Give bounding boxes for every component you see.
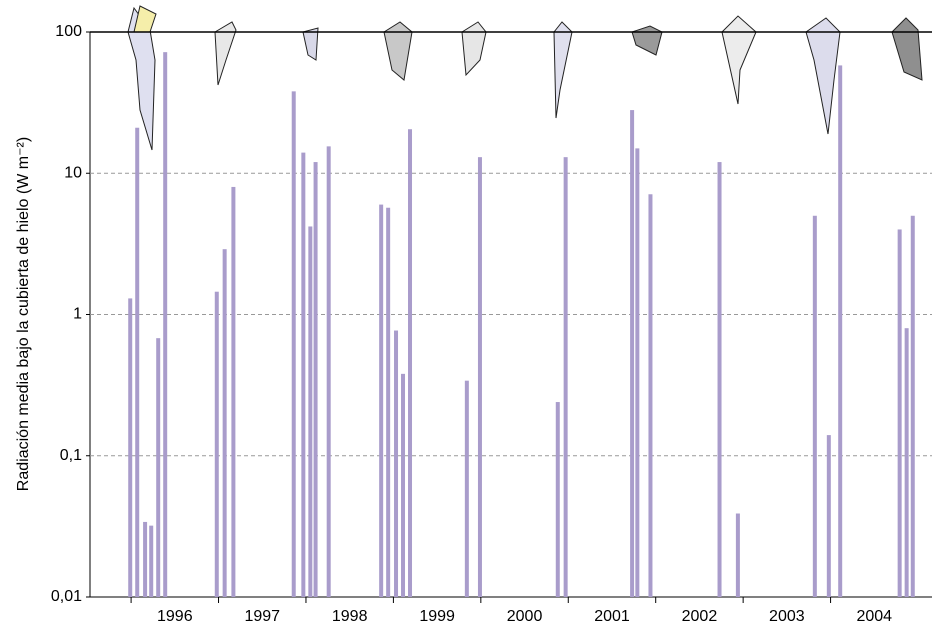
bar — [563, 157, 568, 597]
bar — [717, 162, 722, 597]
ice-shape — [302, 27, 319, 61]
bar — [379, 204, 384, 598]
bar — [826, 435, 831, 597]
ice-shape — [891, 17, 923, 81]
bar — [156, 338, 161, 597]
bar — [128, 298, 133, 597]
y-tick-label: 10 — [64, 164, 82, 181]
ice-shape — [133, 5, 157, 33]
y-axis-label: Radiación media bajo la cubierta de hiel… — [15, 137, 32, 491]
bar — [897, 229, 902, 597]
x-tick-label: 1999 — [419, 608, 455, 625]
y-tick-label: 100 — [55, 23, 82, 40]
ice-shape — [553, 21, 573, 119]
bar — [635, 148, 640, 597]
bar — [838, 65, 843, 598]
x-tick-label: 1998 — [332, 608, 368, 625]
x-tick-label: 2000 — [507, 608, 543, 625]
x-tick-label: 2001 — [594, 608, 630, 625]
ice-shape — [805, 17, 841, 135]
bar — [555, 402, 560, 597]
bar — [904, 328, 909, 597]
bar — [408, 129, 413, 597]
x-tick-label: 2003 — [769, 608, 805, 625]
bar — [910, 215, 915, 597]
bar — [394, 330, 399, 597]
y-tick-label: 1 — [73, 306, 82, 323]
ice-shape — [721, 15, 757, 105]
x-tick-label: 1997 — [244, 608, 280, 625]
ice-shape — [127, 6, 156, 151]
bar — [291, 91, 296, 598]
x-tick-label: 2002 — [682, 608, 718, 625]
bar — [648, 194, 653, 597]
bar — [630, 110, 635, 597]
bar — [401, 373, 406, 597]
bar — [163, 52, 168, 597]
bar — [222, 249, 227, 597]
bar — [143, 521, 148, 597]
ice-shape — [461, 21, 487, 77]
bar — [308, 226, 313, 597]
ice-shape — [214, 21, 237, 86]
bar — [477, 157, 482, 597]
bar — [214, 291, 219, 597]
bar — [135, 127, 140, 598]
bar — [326, 146, 331, 597]
bar — [149, 525, 154, 597]
bar — [231, 186, 236, 597]
y-tick-label: 0,1 — [60, 447, 82, 464]
bar — [464, 380, 469, 597]
bar — [812, 215, 817, 597]
x-tick-label: 1996 — [157, 608, 193, 625]
ice-shape — [631, 25, 663, 56]
bar — [313, 162, 318, 597]
bar — [301, 152, 306, 597]
x-tick-label: 2004 — [856, 608, 892, 625]
y-tick-label: 0,01 — [51, 588, 82, 605]
ice-shape — [383, 21, 413, 81]
bar — [386, 207, 391, 598]
bar — [735, 513, 740, 597]
ice-shapes — [127, 5, 923, 151]
